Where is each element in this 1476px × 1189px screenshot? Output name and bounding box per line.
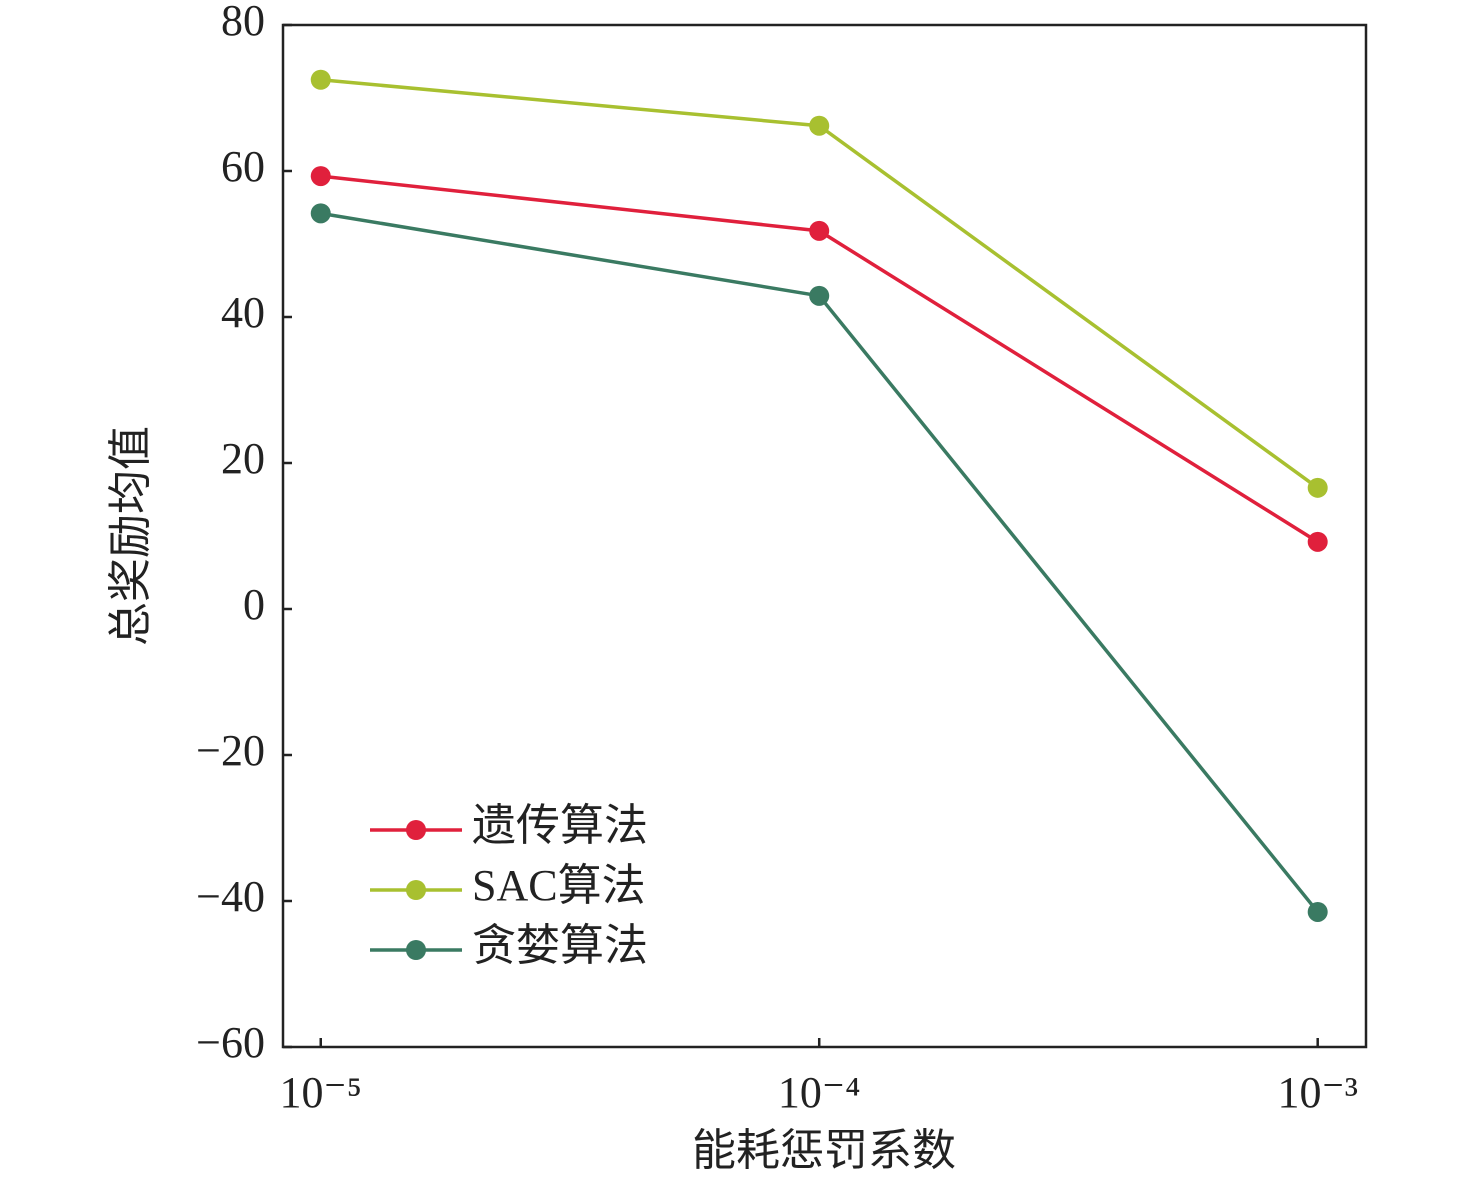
y-tick-label: −20 xyxy=(196,726,265,775)
point xyxy=(310,166,331,187)
point xyxy=(310,203,331,224)
legend-label: 遗传算法 xyxy=(472,801,648,850)
legend-marker xyxy=(406,820,426,840)
series-line xyxy=(320,78,1319,490)
x-tick-label: 10⁻⁵ xyxy=(279,1068,362,1117)
x-tick-label: 10⁻³ xyxy=(1277,1068,1357,1117)
legend-marker xyxy=(406,880,426,900)
x-tick-label: 10⁻⁴ xyxy=(778,1068,861,1117)
plot-frame xyxy=(281,23,1368,1049)
legend-label: SAC算法 xyxy=(472,861,646,910)
point xyxy=(1307,531,1328,552)
y-tick-label: 0 xyxy=(243,580,265,629)
series-line xyxy=(320,211,1320,914)
y-axis-label: 总奖励均值 xyxy=(106,426,155,646)
point xyxy=(809,115,830,136)
point xyxy=(1307,477,1328,498)
y-tick-label: 20 xyxy=(221,434,265,483)
y-tick-label: −60 xyxy=(196,1018,265,1067)
y-tick-label: 80 xyxy=(221,0,265,45)
point xyxy=(809,285,830,306)
y-tick-label: −40 xyxy=(196,872,265,921)
point xyxy=(1307,901,1328,922)
point xyxy=(310,69,331,90)
y-tick-label: 40 xyxy=(221,288,265,337)
legend-marker xyxy=(406,940,426,960)
point xyxy=(809,220,830,241)
x-axis-label: 能耗惩罚系数 xyxy=(692,1126,956,1175)
legend-label: 贪婪算法 xyxy=(472,921,648,970)
y-tick-label: 60 xyxy=(221,142,265,191)
